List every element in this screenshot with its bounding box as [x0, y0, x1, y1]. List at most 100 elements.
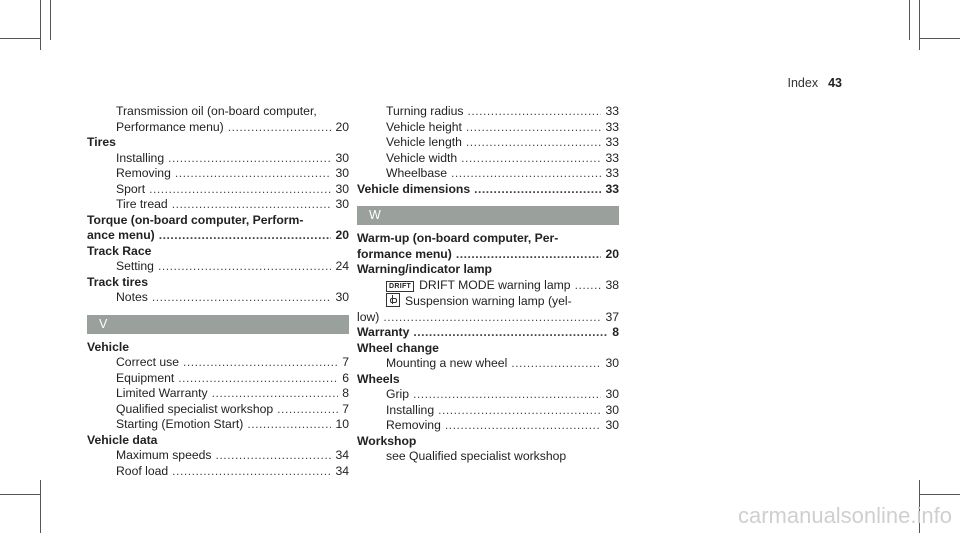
page-ref: 30 — [335, 166, 349, 180]
leader-dots — [183, 355, 338, 371]
entry-label: Qualified specialist workshop — [116, 401, 274, 416]
crop-mark — [919, 0, 920, 50]
crop-mark — [40, 0, 41, 50]
page-ref: 30 — [335, 290, 349, 304]
entry-text: low) — [357, 310, 379, 326]
page-ref: 38 — [605, 277, 619, 292]
page-ref: 37 — [605, 309, 619, 324]
entry-label: Track Race — [87, 243, 152, 258]
leader-dots — [461, 151, 601, 167]
entry-text: Wheel change — [357, 341, 439, 357]
entry-text: DRIFT DRIFT MODE warning lamp — [386, 278, 571, 294]
page-header: Index 43 — [788, 76, 843, 90]
entry-text: Limited Warranty — [116, 386, 208, 402]
entry-label: Warm-up (on-board computer, Per- — [357, 231, 559, 245]
entry-text: Qualified specialist workshop — [116, 402, 273, 418]
entry-text: ance menu) — [87, 228, 155, 244]
page-ref: 7 — [342, 355, 349, 369]
index-entry: Warranty 8 — [357, 325, 619, 341]
entry-text: Track Race — [87, 244, 151, 260]
entry-label: Warranty — [357, 325, 410, 339]
entry-text: Vehicle length — [386, 135, 462, 151]
index-entry: Vehicle — [87, 340, 349, 356]
entry-label: Workshop — [357, 433, 417, 448]
index-subentry: Transmission oil (on-board computer, — [87, 104, 349, 120]
entry-text: Removing — [116, 166, 171, 182]
page-ref: 30 — [605, 356, 619, 370]
page-ref: 20 — [605, 246, 619, 261]
entry-text: Warm-up (on-board computer, Per- — [357, 231, 558, 247]
watermark: carmanualsonline.info — [737, 503, 952, 528]
letter-heading: W — [357, 206, 619, 225]
entry-label: Vehicle width — [386, 150, 458, 165]
entry-label: Equipment — [116, 370, 175, 385]
page-number: 43 — [828, 76, 842, 90]
entry-text: Grip — [386, 387, 409, 403]
leader-dots — [575, 278, 602, 294]
entry-text: Sport — [116, 182, 145, 198]
page-ref: 33 — [605, 104, 619, 118]
leader-dots — [152, 290, 332, 306]
index-entry: Vehicle data — [87, 433, 349, 449]
leader-dots — [438, 403, 601, 419]
index-subentry: Correct use 7 — [87, 355, 349, 371]
entry-text: Torque (on-board computer, Perform- — [87, 213, 303, 229]
index-subentry: Suspension warning lamp (yel- — [357, 293, 619, 310]
page-ref: 7 — [342, 401, 349, 416]
entry-label: Tires — [87, 135, 116, 149]
leader-dots — [247, 417, 331, 433]
entry-text: Vehicle height — [386, 120, 462, 136]
entry-label: Torque (on-board computer, Perform- — [87, 212, 304, 227]
entry-text: Roof load — [116, 464, 168, 480]
crop-mark — [919, 480, 920, 533]
index-subentry: Maximum speeds 34 — [87, 448, 349, 464]
page-ref: 20 — [335, 228, 349, 242]
index-subentry: Installing 30 — [87, 151, 349, 167]
suspension-icon — [386, 293, 400, 307]
page-ref: 30 — [605, 418, 619, 432]
entry-text: Setting — [116, 259, 154, 275]
leader-dots — [511, 356, 601, 372]
entry-label: Track tires — [87, 274, 148, 289]
page-ref: 8 — [342, 386, 349, 400]
page-ref: 33 — [605, 150, 619, 165]
index-subentry: Mounting a new wheel 30 — [357, 356, 619, 372]
entry-text: Mounting a new wheel — [386, 356, 507, 372]
index-entry: Wheels — [357, 372, 619, 388]
crop-mark — [920, 38, 960, 39]
page-ref: 30 — [335, 197, 349, 211]
leader-dots — [413, 325, 608, 341]
index-subentry: Turning radius 33 — [357, 104, 619, 120]
page-ref: 30 — [605, 402, 619, 417]
leader-dots — [168, 151, 331, 167]
leader-dots — [175, 166, 332, 182]
index-entry: Warm-up (on-board computer, Per- — [357, 231, 619, 247]
entry-label: Limited Warranty — [116, 386, 208, 400]
entry-text: Maximum speeds — [116, 448, 212, 464]
index-subentry: Notes 30 — [87, 290, 349, 306]
leader-dots — [413, 387, 601, 403]
index-subentry: Vehicle length 33 — [357, 135, 619, 151]
page-ref: 8 — [612, 325, 619, 339]
entry-text: Tires — [87, 135, 116, 151]
entry-label: Warning/indicator lamp — [357, 262, 492, 276]
drift-mode-icon: DRIFT — [386, 280, 415, 292]
entry-label: Vehicle height — [386, 119, 462, 134]
index-subentry: Installing 30 — [357, 403, 619, 419]
index-column-right: Turning radius33Vehicle height33Vehicle … — [357, 104, 619, 465]
entry-label: Suspension warning lamp (yel- — [405, 294, 572, 308]
entry-text: formance menu) — [357, 247, 452, 263]
entry-label: Wheel change — [357, 340, 439, 355]
entry-text: Starting (Emotion Start) — [116, 417, 243, 433]
entry-text: Vehicle width — [386, 151, 457, 167]
page-ref: 34 — [335, 448, 349, 462]
entry-label: Roof load — [116, 463, 169, 478]
entry-text: Vehicle dimensions — [357, 182, 470, 198]
index-subentry: Sport 30 — [87, 182, 349, 198]
entry-label: see Qualified specialist workshop — [386, 449, 567, 463]
entry-label: Turning radius — [386, 104, 464, 118]
index-entry: Track Race — [87, 244, 349, 260]
leader-dots — [466, 120, 602, 136]
crop-mark — [0, 494, 40, 495]
entry-label: Grip — [386, 387, 410, 401]
